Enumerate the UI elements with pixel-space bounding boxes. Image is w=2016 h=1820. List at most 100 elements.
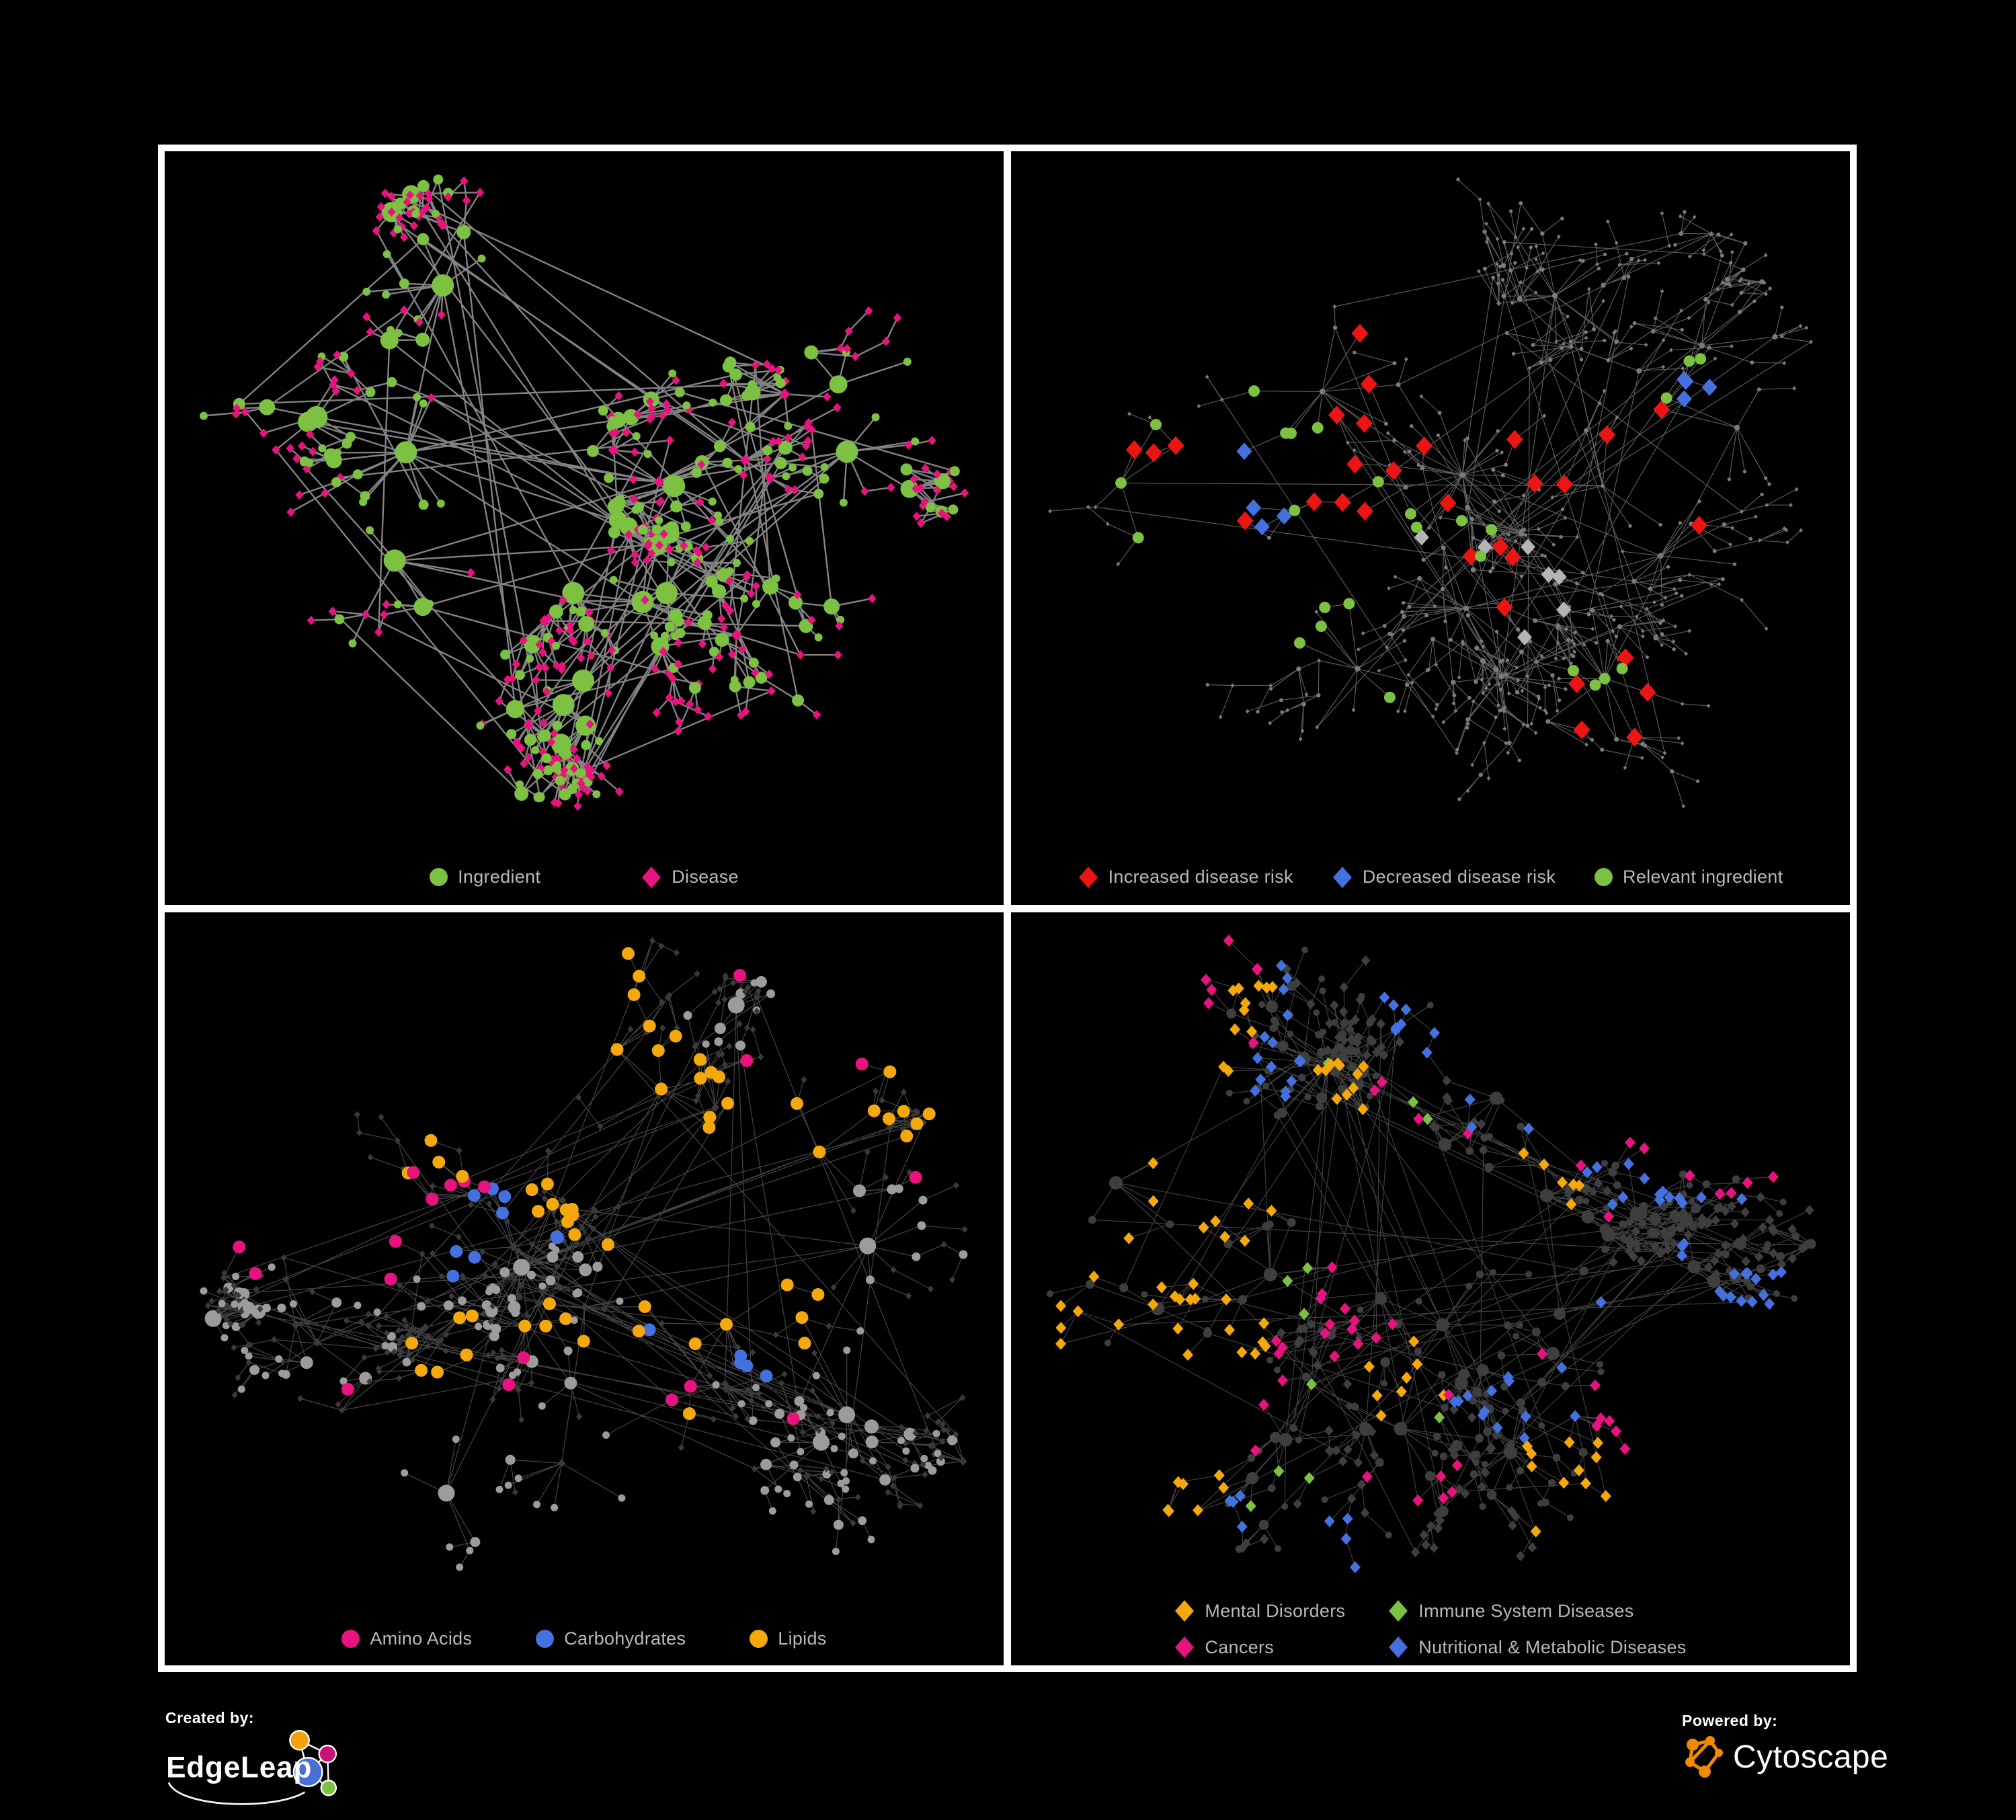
highlight-node-circle <box>1660 392 1672 404</box>
highlight-node-circle <box>1695 353 1707 365</box>
node-diamond <box>953 1430 959 1438</box>
node-diamond <box>614 391 623 401</box>
node-circle <box>547 1251 559 1263</box>
node-diamond <box>524 1311 530 1319</box>
highlight-node-circle <box>233 1240 246 1253</box>
highlight-node-diamond <box>1517 629 1533 646</box>
node-circle <box>1478 773 1483 777</box>
node-circle <box>1465 717 1470 721</box>
node-circle <box>1330 1066 1340 1076</box>
highlight-node-circle <box>721 1097 734 1110</box>
node-diamond <box>716 984 723 992</box>
highlight-node-circle <box>1486 524 1498 536</box>
highlight-node-diamond <box>1356 502 1373 521</box>
node-diamond <box>1764 292 1768 296</box>
node-diamond <box>541 663 550 673</box>
highlight-node-circle <box>540 1177 554 1191</box>
highlight-node-diamond <box>1758 1288 1769 1301</box>
highlight-node-diamond <box>1257 1336 1268 1348</box>
node-diamond <box>1554 656 1558 661</box>
node-diamond <box>928 1441 934 1449</box>
node-circle <box>1355 666 1361 672</box>
highlight-node-circle <box>546 1197 559 1211</box>
node-circle <box>1245 1476 1252 1484</box>
node-circle <box>1235 1544 1244 1553</box>
highlight-node-diamond <box>1123 1232 1135 1244</box>
highlight-node-circle <box>431 1365 444 1378</box>
node-circle <box>1611 1161 1619 1170</box>
node-circle <box>572 1251 584 1263</box>
highlight-node-diamond <box>1371 1389 1383 1402</box>
node-diamond <box>532 1257 540 1264</box>
node-circle <box>1444 565 1448 569</box>
highlight-node-diamond <box>1466 1121 1478 1133</box>
node-diamond <box>702 542 711 552</box>
node-diamond <box>647 411 657 422</box>
node-diamond <box>1377 668 1381 673</box>
node-diamond <box>693 705 702 715</box>
node-diamond <box>1533 290 1538 295</box>
highlight-node-diamond <box>1251 963 1262 975</box>
node-circle <box>1539 1188 1554 1202</box>
node-diamond <box>1496 281 1500 286</box>
node-diamond <box>1205 374 1209 379</box>
node-circle <box>505 1454 516 1465</box>
node-diamond <box>1631 1237 1641 1249</box>
node-circle <box>1720 577 1725 582</box>
node-circle <box>1722 522 1727 527</box>
node-circle <box>1407 449 1412 454</box>
node-diamond <box>885 1488 891 1496</box>
node-diamond <box>1544 711 1549 715</box>
node-diamond <box>553 1262 561 1269</box>
node-diamond <box>1636 1255 1646 1266</box>
node-diamond <box>960 488 969 498</box>
node-diamond <box>309 446 317 457</box>
node-diamond <box>1218 715 1223 719</box>
highlight-node-circle <box>405 1336 419 1349</box>
node-diamond <box>1116 561 1121 567</box>
node-circle <box>417 1302 426 1310</box>
highlight-node-diamond <box>1236 442 1252 461</box>
node-diamond <box>664 994 672 1001</box>
node-diamond <box>615 787 624 797</box>
highlight-node-diamond <box>1504 547 1521 567</box>
node-circle <box>1498 708 1502 713</box>
node-circle <box>714 440 726 452</box>
node-diamond <box>525 1254 532 1261</box>
node-diamond <box>503 674 512 684</box>
node-circle <box>655 516 663 524</box>
node-diamond <box>573 801 582 811</box>
node-diamond <box>864 306 873 316</box>
highlight-node-diamond <box>1523 1122 1535 1135</box>
node-diamond <box>1362 1050 1371 1060</box>
highlight-node-circle <box>1319 602 1331 613</box>
node-circle <box>548 1242 556 1250</box>
node-circle <box>1286 980 1297 991</box>
node-circle <box>1612 618 1616 622</box>
node-diamond <box>710 1415 717 1423</box>
node-circle <box>1517 758 1521 762</box>
highlight-node-diamond <box>1600 1489 1611 1502</box>
highlight-node-diamond <box>1376 1075 1387 1088</box>
node-diamond <box>1343 1443 1353 1454</box>
node-diamond <box>774 436 783 446</box>
node-diamond <box>772 1331 779 1338</box>
highlight-node-diamond <box>1246 1025 1258 1037</box>
node-circle <box>1515 627 1521 632</box>
node-diamond <box>1605 357 1611 363</box>
node-circle <box>399 278 409 289</box>
node-circle <box>1525 1270 1533 1277</box>
node-diamond <box>1640 756 1644 760</box>
node-circle <box>1537 1377 1547 1386</box>
node-circle <box>1502 240 1506 245</box>
highlight-node-diamond <box>1589 1379 1601 1391</box>
node-circle <box>553 761 562 770</box>
node-circle <box>1760 492 1764 497</box>
node-circle <box>1757 387 1761 392</box>
node-circle <box>670 500 682 513</box>
node-diamond <box>1346 1033 1356 1044</box>
node-circle <box>1654 316 1658 321</box>
highlight-node-diamond <box>1624 1136 1636 1148</box>
node-diamond <box>739 454 751 467</box>
node-circle <box>1531 343 1535 347</box>
